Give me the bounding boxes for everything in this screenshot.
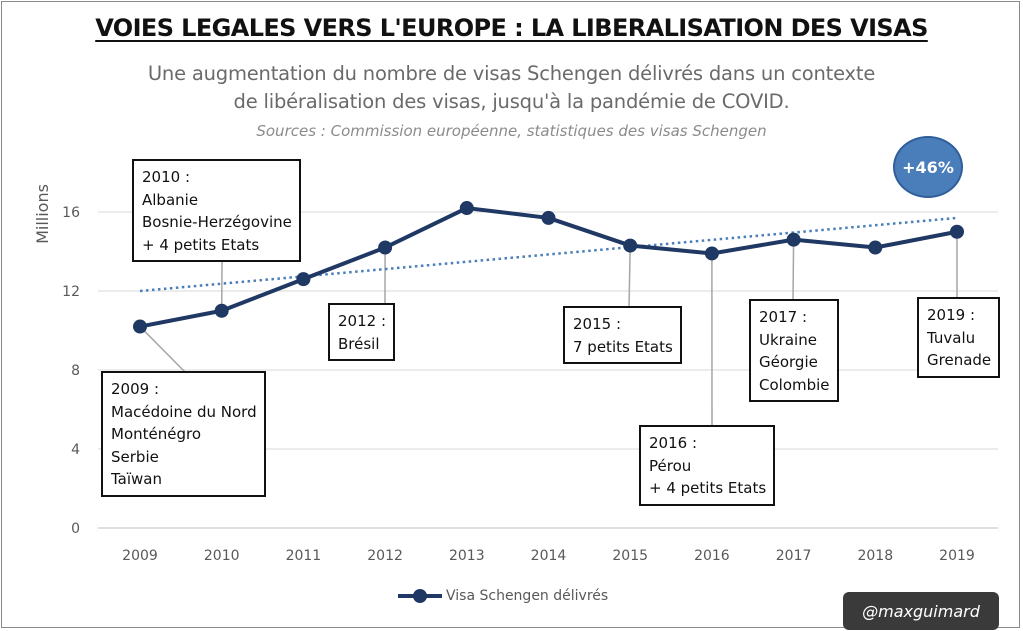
annotation-2016: 2016 : Pérou + 4 petits Etats	[639, 425, 776, 506]
trendline	[139, 216, 958, 293]
x-tick-label: 2015	[612, 548, 648, 564]
annotation-line: 2012 :	[338, 312, 386, 330]
annotation-line: 2009 :	[111, 380, 159, 398]
annotation-line: Taïwan	[111, 470, 163, 488]
growth-badge: +46%	[893, 136, 963, 198]
annotation-line: 2016 :	[649, 434, 697, 452]
legend-label: Visa Schengen délivrés	[446, 588, 609, 604]
annotation-line: 2015 :	[573, 315, 621, 333]
data-point-2014	[541, 210, 556, 225]
annotation-line: Pérou	[649, 456, 692, 475]
leader-line-2015	[628, 245, 631, 309]
x-tick-label: 2016	[694, 548, 730, 564]
x-tick-label: 2014	[531, 548, 567, 564]
annotation-line: Bosnie-Herzégovine	[142, 213, 292, 231]
chart-subtitle: Une augmentation du nombre de visas Sche…	[0, 60, 1023, 116]
sources-note: Sources : Commission européenne, statist…	[256, 122, 767, 140]
annotation-line: Tuvalu	[927, 328, 976, 347]
annotation-2019: 2019 : Tuvalu Grenade	[917, 297, 1001, 378]
data-point-2018	[868, 240, 883, 255]
x-tick-label: 2017	[776, 548, 812, 564]
annotation-line: Géorgie	[759, 353, 818, 371]
annotation-line: + 4 petits Etats	[142, 235, 260, 254]
annotation-line: Monténégro	[111, 425, 202, 443]
y-axis-label: Millions	[33, 184, 52, 244]
data-point-2010	[214, 303, 229, 318]
chart-title: VOIES LEGALES VERS L'EUROPE : LA LIBERAL…	[95, 14, 928, 42]
annotation-line: + 4 petits Etats	[649, 479, 767, 497]
y-tick-label: 0	[71, 521, 80, 537]
annotation-2010: 2010 : Albanie Bosnie-Herzégovine + 4 petit…	[132, 159, 301, 262]
data-point-2015	[623, 238, 638, 253]
x-tick-label: 2019	[939, 548, 975, 564]
data-point-2016	[704, 246, 719, 261]
legend: Visa Schengen délivrés	[398, 588, 608, 604]
annotation-line: Serbie	[111, 447, 159, 466]
legend-marker-icon	[398, 589, 442, 603]
subtitle-line-2: de libéralisation des visas, jusqu'à la …	[233, 90, 790, 113]
leader-line-2017	[792, 239, 795, 302]
annotation-line: Grenade	[927, 351, 992, 369]
annotation-line: Brésil	[338, 334, 380, 353]
data-point-2009	[133, 319, 147, 334]
data-point-2012	[378, 240, 393, 255]
data-point-2017	[786, 232, 801, 247]
annotation-line: 2017 :	[759, 308, 807, 326]
y-tick-label: 4	[71, 442, 80, 458]
annotation-2009: 2009 : Macédoine du Nord Monténégro Serbie T…	[101, 371, 266, 497]
x-tick-label: 2018	[857, 548, 893, 564]
annotation-2012: 2012 : Brésil	[328, 303, 395, 361]
y-tick-label: 16	[62, 205, 80, 221]
x-tick-label: 2010	[204, 548, 240, 564]
x-tick-label: 2011	[286, 548, 322, 564]
annotation-line: Ukraine	[759, 330, 817, 349]
author-credit: @maxguimard	[843, 592, 999, 630]
x-tick-label: 2013	[449, 548, 485, 564]
y-tick-label: 12	[62, 284, 80, 300]
annotation-line: Albanie	[142, 190, 199, 209]
y-tick-label: 8	[71, 363, 80, 379]
leader-line-2009	[139, 326, 187, 374]
annotation-2017: 2017 : Ukraine Géorgie Colombie	[749, 299, 839, 402]
annotation-line: 2010 :	[142, 168, 190, 186]
annotation-line: Macédoine du Nord	[111, 402, 257, 421]
x-tick-label: 2012	[367, 548, 403, 564]
annotation-2015: 2015 : 7 petits Etats	[563, 306, 682, 364]
x-tick-label: 2009	[122, 548, 158, 564]
annotation-line: Colombie	[759, 375, 830, 394]
annotation-line: 2019 :	[927, 306, 975, 324]
subtitle-line-1: Une augmentation du nombre de visas Sche…	[147, 62, 876, 85]
annotation-line: 7 petits Etats	[573, 337, 673, 356]
data-point-2013	[459, 201, 474, 216]
data-point-2011	[296, 272, 311, 287]
data-point-2019	[950, 224, 964, 239]
